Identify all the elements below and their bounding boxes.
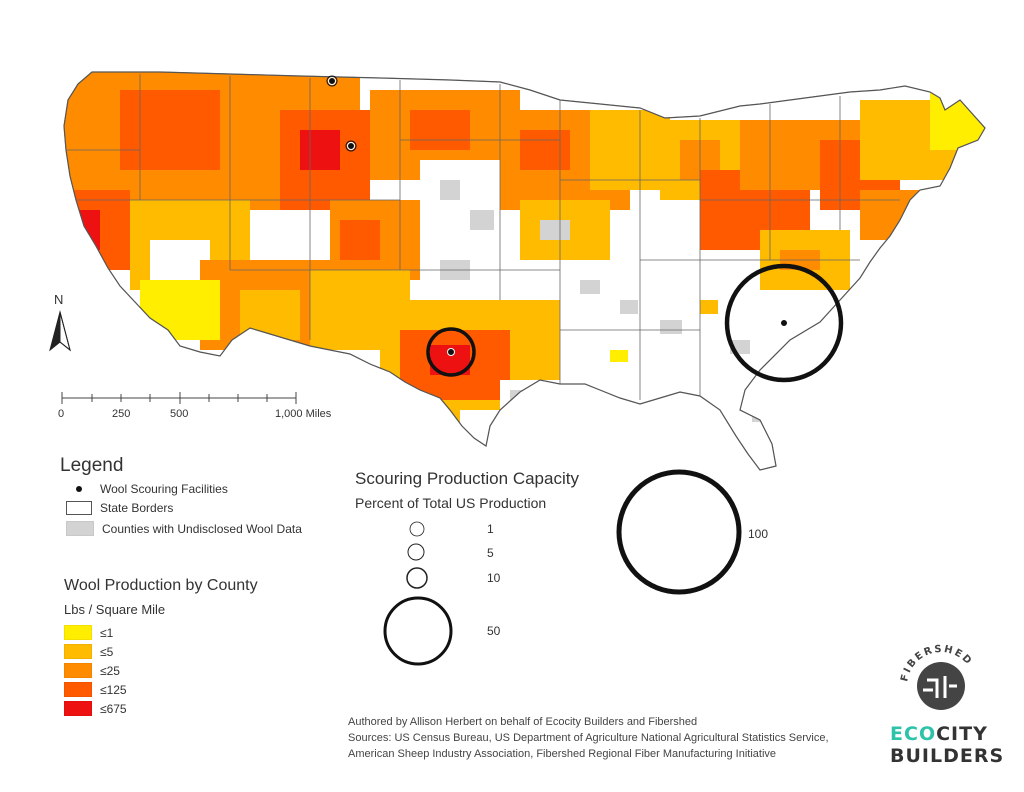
capacity-circle-5	[407, 543, 425, 561]
scale-tick-1000: 1,000 Miles	[275, 408, 332, 420]
capacity-label-100: 100	[748, 527, 769, 541]
scale-tick-0: 0	[58, 408, 65, 420]
credit-author: Authored by Allison Herbert on behalf of…	[348, 716, 698, 728]
legend-item-label: Wool Scouring Facilities	[100, 482, 228, 496]
ramp-label: ≤675	[100, 701, 127, 716]
fibershed-logo: FIBERSHED	[899, 644, 973, 710]
ecocity-logo-eco: EC	[890, 723, 919, 745]
north-arrow	[49, 310, 71, 352]
ramp-swatch	[64, 663, 92, 678]
ramp-swatch	[64, 625, 92, 640]
ramp-label: ≤125	[100, 682, 127, 697]
scale-tick-500: 500	[170, 408, 189, 420]
facility-dot-south-carolina[interactable]	[780, 319, 788, 327]
ecocity-logo: ECOCITY	[890, 723, 988, 745]
ramp-class-2: ≤5	[64, 644, 113, 659]
capacity-circle-10	[406, 567, 428, 589]
ramp-class-1: ≤1	[64, 625, 113, 640]
ramp-label: ≤25	[100, 663, 120, 678]
capacity-title: Scouring Production Capacity	[355, 469, 579, 488]
ramp-swatch	[64, 701, 92, 716]
capacity-circle-50	[383, 596, 453, 666]
facility-dot-wyoming[interactable]	[347, 142, 355, 150]
legend-item-label: State Borders	[100, 501, 174, 515]
ramp-class-4: ≤125	[64, 682, 127, 697]
state-border-swatch	[66, 501, 92, 515]
legend-item-undisclosed: Counties with Undisclosed Wool Data	[66, 521, 302, 536]
legend-item-state-borders: State Borders	[66, 501, 173, 515]
ramp-class-3: ≤25	[64, 663, 120, 678]
legend-title: Legend	[60, 455, 124, 476]
ramp-class-5: ≤675	[64, 701, 127, 716]
ramp-swatch	[64, 644, 92, 659]
capacity-ring-montana	[326, 75, 338, 87]
facility-dot-icon	[76, 486, 82, 492]
facility-dot-texas[interactable]	[447, 348, 455, 356]
capacity-subtitle: Percent of Total US Production	[355, 495, 547, 511]
capacity-circle-1	[409, 521, 425, 537]
credit-sources-1: Sources: US Census Bureau, US Department…	[348, 732, 829, 744]
legend-item-scouring-facilities: Wool Scouring Facilities	[66, 482, 228, 496]
capacity-ring-texas	[426, 327, 476, 377]
capacity-label-5: 5	[487, 546, 494, 560]
wool-production-unit: Lbs / Square Mile	[64, 602, 166, 617]
capacity-label-10: 10	[487, 571, 501, 585]
scale-bar	[61, 392, 297, 404]
ecocity-logo-o: O	[918, 723, 937, 745]
facility-dot-montana[interactable]	[328, 77, 336, 85]
builders-logo: BUILDERS	[890, 745, 1005, 767]
capacity-label-1: 1	[487, 522, 494, 536]
ecocity-logo-city: CITY	[936, 723, 988, 745]
capacity-circle-100	[616, 469, 742, 595]
ramp-label: ≤5	[100, 644, 114, 659]
ramp-label: ≤1	[100, 625, 114, 640]
capacity-ring-wyoming	[345, 140, 357, 152]
capacity-ring-south-carolina	[724, 263, 844, 383]
credit-sources-2: American Sheep Industry Association, Fib…	[348, 748, 777, 760]
north-label: N	[54, 292, 64, 307]
legend-item-label: Counties with Undisclosed Wool Data	[102, 521, 302, 536]
ramp-swatch	[64, 682, 92, 697]
wool-production-title: Wool Production by County	[64, 577, 258, 594]
scale-tick-250: 250	[112, 408, 131, 420]
undisclosed-swatch	[66, 521, 94, 536]
capacity-label-50: 50	[487, 624, 501, 638]
